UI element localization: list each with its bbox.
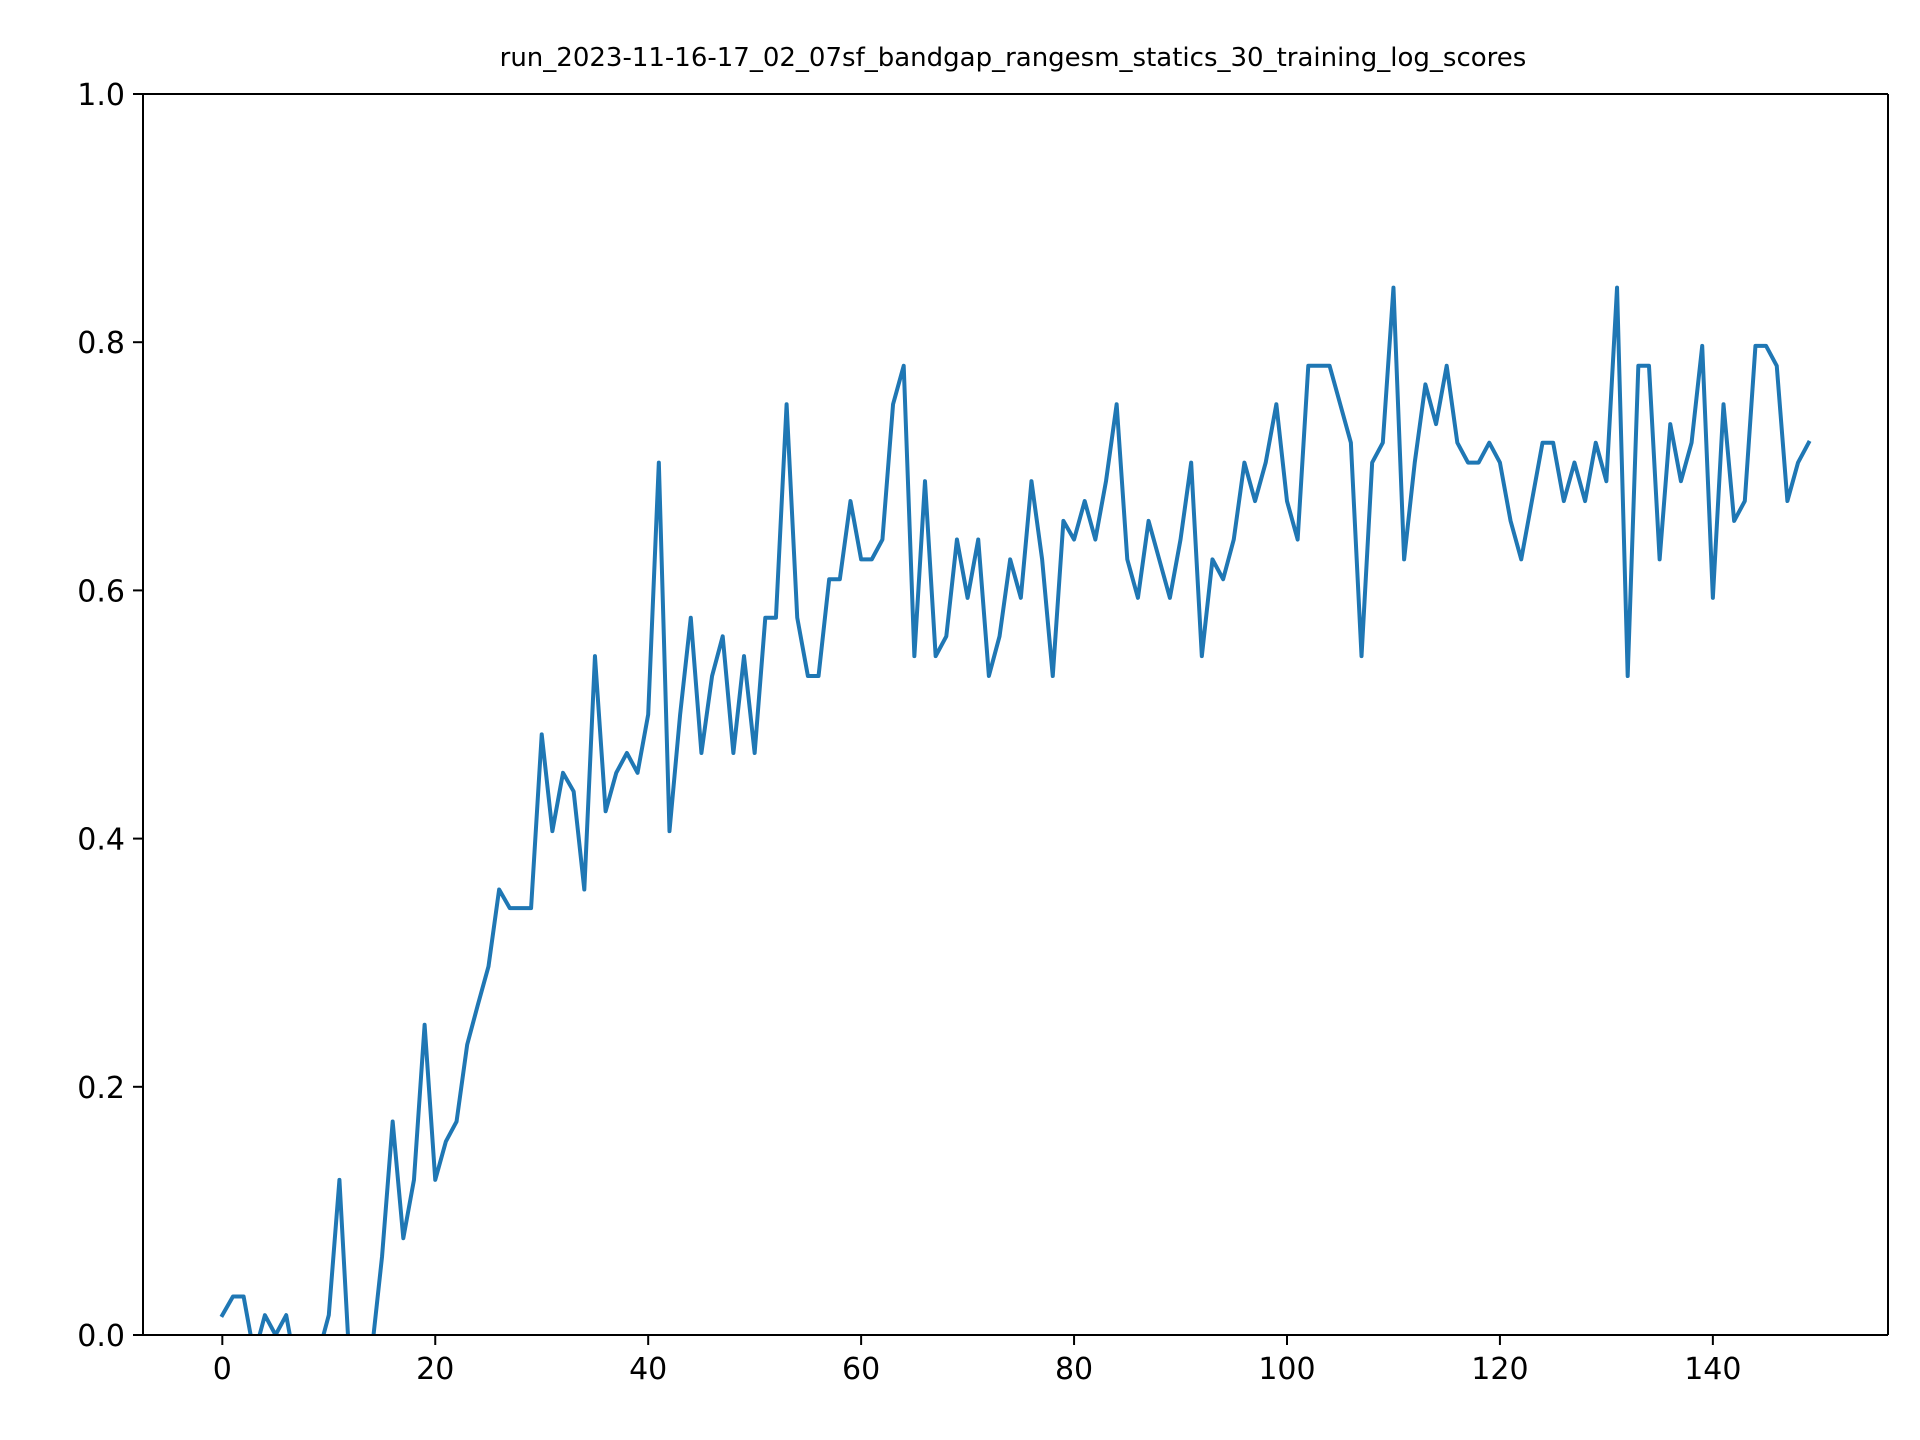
series-line-0 <box>219 285 1812 1335</box>
plot-area <box>143 93 1889 1335</box>
x-tick-label: 140 <box>1684 1352 1741 1387</box>
x-tick-label: 100 <box>1258 1352 1315 1387</box>
x-tick-label: 80 <box>1055 1352 1093 1387</box>
y-tick-label: 0.6 <box>77 574 125 609</box>
y-axis: 0.0 0.2 0.4 0.6 0.8 1.0 <box>77 78 144 1354</box>
x-tick-label: 0 <box>213 1352 232 1387</box>
x-tick-label: 120 <box>1471 1352 1528 1387</box>
x-tick-label: 60 <box>842 1352 880 1387</box>
x-tick-label: 20 <box>416 1352 454 1387</box>
y-tick-label: 0.2 <box>77 1071 125 1106</box>
y-tick-label: 0.8 <box>77 326 125 361</box>
x-axis: 0 20 40 60 80 100 120 140 <box>143 1334 1888 1387</box>
x-tick-label: 40 <box>629 1352 667 1387</box>
y-tick-label: 0.4 <box>77 823 125 858</box>
chart-title: run_2023-11-16-17_02_07sf_bandgap_ranges… <box>500 43 1527 73</box>
y-tick-label: 1.0 <box>77 78 125 113</box>
y-tick-label: 0.0 <box>77 1319 125 1354</box>
